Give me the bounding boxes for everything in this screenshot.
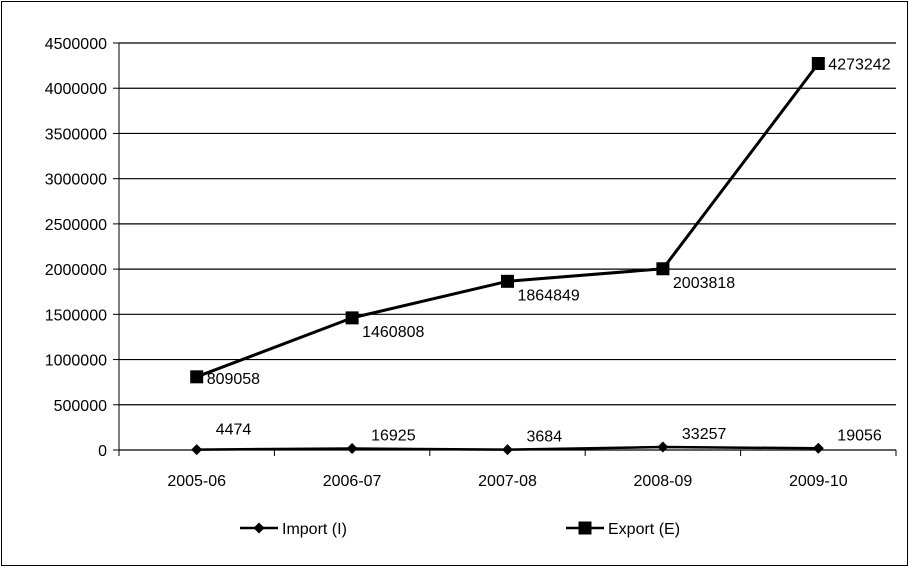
gridlines [119,42,896,406]
data-label: 19056 [837,427,882,444]
x-tick-label: 2008-09 [634,473,693,490]
export-marker [501,274,514,288]
axes: 0 500000 1000000 1500000 2000000 2500000 30000… [45,36,897,490]
legend-label: Import (I) [282,521,347,538]
data-label: 4273242 [828,57,890,74]
legend-square-marker [578,521,592,535]
export-marker [345,311,359,325]
x-tick-label: 2006-07 [323,473,382,490]
y-tick-label: 1000000 [45,353,107,370]
data-label: 1460808 [362,324,424,341]
y-tick-label: 2000000 [45,262,107,279]
x-tick-label: 2005-06 [167,473,226,490]
data-label: 3684 [527,429,563,446]
import-marker [812,442,824,454]
y-tick-label: 2500000 [45,217,107,234]
y-tick-label: 4000000 [45,81,107,98]
data-label: 33257 [682,426,727,443]
data-label: 4474 [216,422,252,439]
y-tick-label: 4500000 [45,36,107,53]
x-tick-label: 2009-10 [789,473,848,490]
export-marker [656,262,670,276]
import-marker [502,444,513,456]
series-lines [190,57,825,456]
export-marker [190,370,204,384]
legend-label: Export (E) [608,521,680,538]
data-labels: 4474 16925 3684 33257 19056 809058 1460808 1864… [207,57,891,446]
x-tick-label: 2007-08 [478,473,537,490]
y-tick-label: 0 [98,443,107,460]
import-marker [191,444,203,456]
export-marker [811,57,825,71]
data-label: 16925 [371,427,416,444]
import-marker [657,441,669,453]
legend: Import (I) Export (E) [240,521,680,538]
data-label: 2003818 [673,275,735,292]
data-label: 809058 [207,371,260,388]
y-tick-label: 3000000 [45,172,107,189]
import-marker [346,442,358,454]
legend-diamond-marker [253,522,265,534]
data-label: 1864849 [518,287,580,304]
y-tick-label: 1500000 [45,307,107,324]
y-tick-label: 500000 [54,398,107,415]
y-tick-label: 3500000 [45,126,107,143]
